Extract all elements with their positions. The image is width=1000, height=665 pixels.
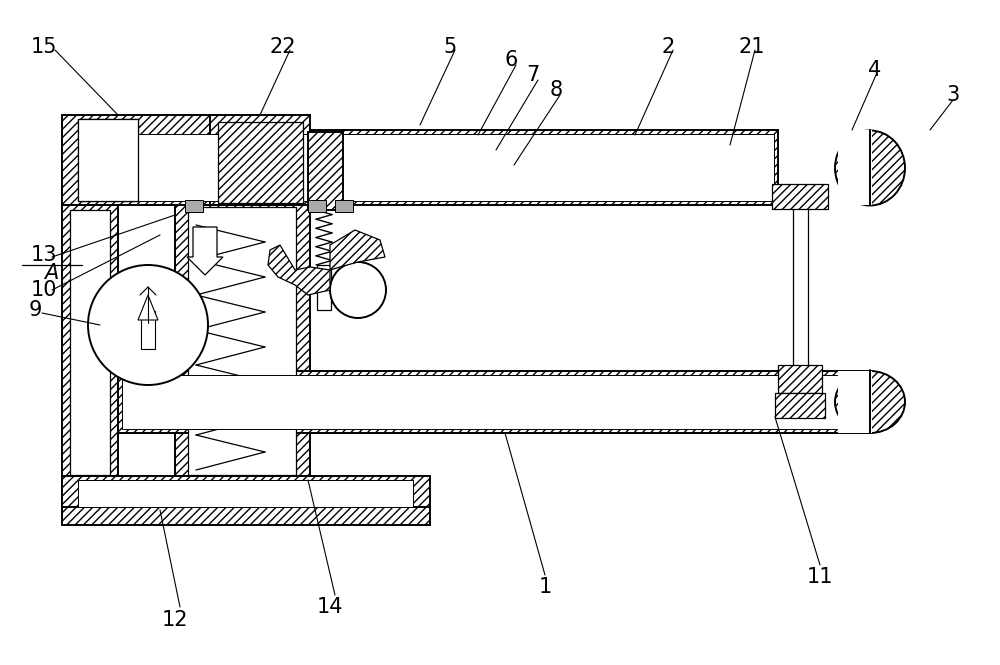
Bar (772, 184, 828, 209)
Bar (62, 507, 430, 525)
Text: 5: 5 (443, 37, 457, 57)
Bar (122, 134, 774, 201)
Bar (185, 200, 203, 212)
Text: 21: 21 (739, 37, 765, 57)
Text: 2: 2 (661, 37, 675, 57)
Bar (838, 371, 872, 433)
Bar (122, 375, 866, 429)
Bar (778, 365, 822, 393)
Text: 9: 9 (28, 300, 42, 320)
Text: 14: 14 (317, 597, 343, 617)
Bar (118, 371, 870, 433)
Text: 7: 7 (526, 65, 540, 85)
Polygon shape (138, 295, 158, 320)
Bar (62, 476, 430, 510)
Bar (78, 119, 138, 201)
Text: 22: 22 (270, 37, 296, 57)
Polygon shape (268, 245, 330, 295)
Bar (70, 210, 110, 475)
Text: 4: 4 (868, 60, 882, 80)
Bar (175, 205, 310, 480)
Bar (210, 115, 310, 210)
Text: 11: 11 (807, 567, 833, 587)
Bar (62, 205, 118, 480)
Circle shape (88, 265, 208, 385)
Polygon shape (330, 230, 385, 270)
Bar (335, 200, 353, 212)
Circle shape (330, 262, 386, 318)
Bar (775, 393, 825, 418)
Bar (78, 480, 413, 507)
Text: 3: 3 (946, 85, 960, 105)
Text: 15: 15 (31, 37, 57, 57)
Bar (62, 115, 212, 205)
Bar (141, 311, 155, 349)
Bar (78, 119, 138, 201)
Text: 12: 12 (162, 610, 188, 630)
Bar (118, 130, 778, 205)
Text: 10: 10 (31, 280, 57, 300)
Text: 1: 1 (538, 577, 552, 597)
Bar (838, 130, 872, 205)
Text: 13: 13 (31, 245, 57, 265)
Text: 6: 6 (504, 50, 518, 70)
Text: 8: 8 (549, 80, 563, 100)
Bar (188, 207, 296, 475)
Text: A: A (44, 263, 58, 283)
Ellipse shape (835, 130, 905, 205)
Bar (317, 265, 331, 310)
Bar (218, 122, 303, 203)
Ellipse shape (835, 371, 905, 433)
Polygon shape (187, 227, 223, 275)
Bar (308, 200, 326, 212)
Bar (308, 132, 343, 210)
